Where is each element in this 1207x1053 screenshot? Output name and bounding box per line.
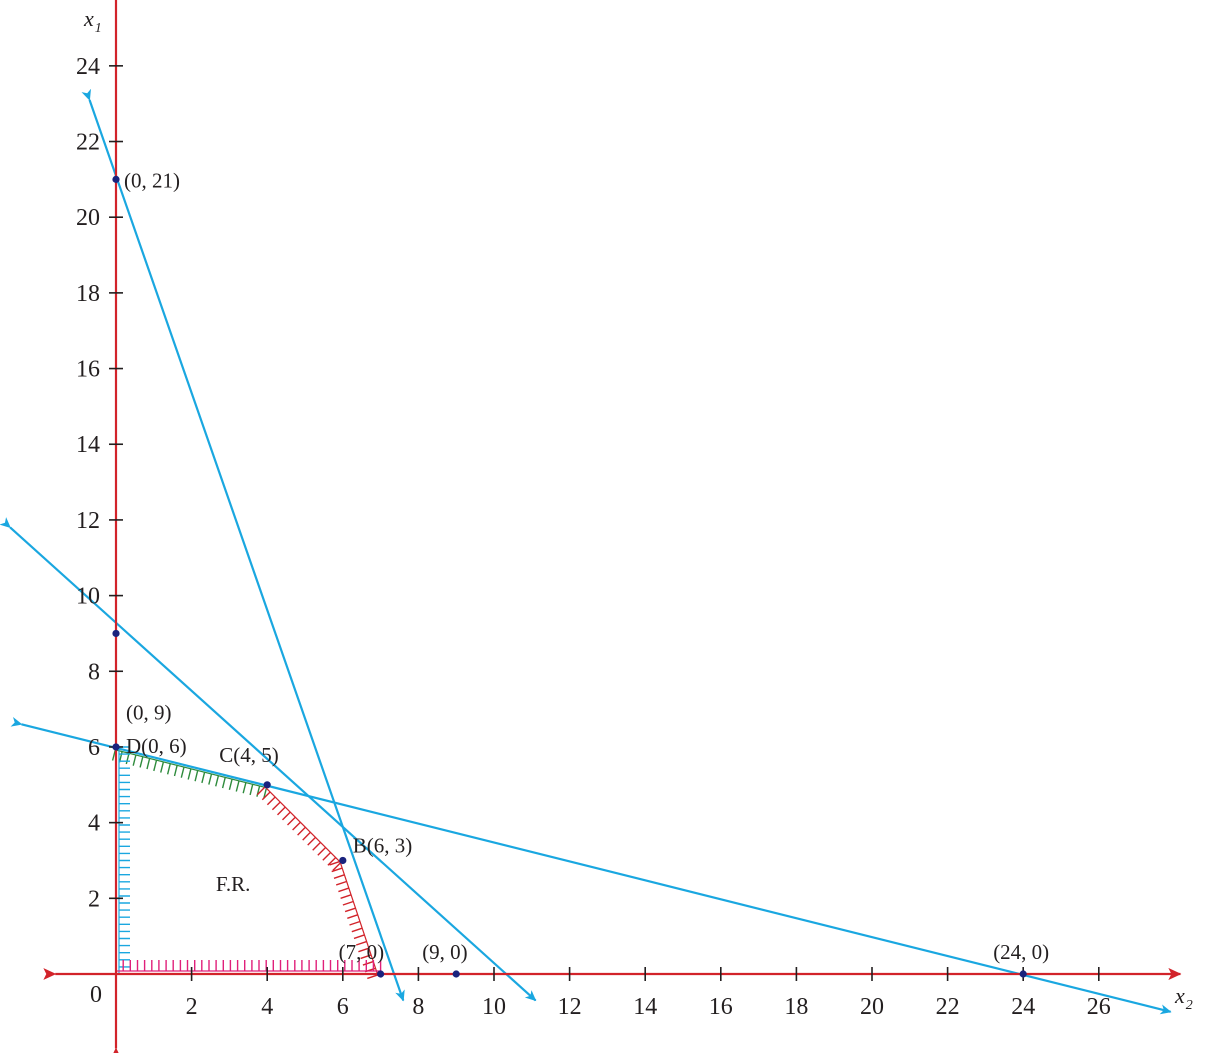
y-tick-label-8: 8: [88, 659, 100, 685]
axes: [43, 0, 1182, 1053]
corner-point-label-1: (0, 9): [126, 700, 172, 724]
y-axis-title-sub: 1: [95, 21, 102, 36]
y-axis-title-main: x: [83, 6, 94, 31]
x-tick-label-8: 8: [412, 994, 424, 1020]
y-tick-label-20: 20: [76, 205, 100, 231]
corner-point-4: [339, 856, 347, 865]
y-axis-title: x1: [83, 6, 102, 36]
corner-point-7: [1019, 970, 1027, 978]
y-tick-label-6: 6: [88, 735, 100, 761]
x-tick-label-16: 16: [709, 994, 733, 1020]
x-tick-label-24: 24: [1011, 994, 1035, 1020]
y-tick-label-14: 14: [76, 432, 100, 458]
constraint-line-1: [81, 88, 405, 1002]
tick-marks: 2 4 6 8 10 12 14 16 18 20 22 24 26246810121416182022…: [76, 54, 1111, 1020]
x-tick-label-4: 4: [261, 994, 273, 1020]
x-tick-label-20: 20: [860, 994, 884, 1020]
x-tick-label-10: 10: [482, 994, 506, 1020]
corner-point-1: [112, 629, 120, 638]
constraint-lines: [0, 88, 1172, 1015]
x-axis-title-sub: 2: [1186, 998, 1193, 1013]
corner-point-label-2: D(0, 6): [126, 734, 187, 758]
corner-point-2: [112, 743, 120, 751]
x-axis-title-main: x: [1174, 983, 1185, 1008]
y-tick-label-16: 16: [76, 357, 100, 383]
y-tick-label-10: 10: [76, 584, 100, 610]
corner-points: (0, 21) (0, 9) D(0, 6) C(4, 5) B(6, 3) (7, 0)…: [112, 168, 1049, 978]
region-hatch-1: [256, 786, 342, 871]
corner-point-label-4: B(6, 3): [353, 833, 413, 857]
x-tick-label-6: 6: [337, 994, 349, 1020]
x-tick-label-18: 18: [784, 994, 808, 1020]
corner-point-label-3: C(4, 5): [219, 743, 279, 767]
corner-point-5: [377, 970, 385, 978]
y-tick-label-18: 18: [76, 281, 100, 307]
constraint-line-3: [10, 716, 1172, 1015]
corner-point-3: [263, 781, 271, 789]
x-axis-title: x2: [1174, 983, 1193, 1013]
corner-point-label-7: (24, 0): [993, 940, 1049, 964]
x-tick-label-12: 12: [558, 994, 582, 1020]
corner-point-6: [452, 970, 460, 978]
y-tick-label-2: 2: [88, 886, 100, 912]
y-tick-label-4: 4: [88, 811, 100, 837]
x-tick-label-2: 2: [186, 994, 198, 1020]
corner-point-label-6: (9, 0): [422, 940, 468, 964]
y-tick-label-22: 22: [76, 130, 100, 156]
x-tick-label-22: 22: [936, 994, 960, 1020]
feasible-region-label: F.R.: [216, 872, 251, 896]
corner-point-label-5: (7, 0): [339, 940, 385, 964]
y-tick-label-24: 24: [76, 54, 100, 80]
region-edge-1: [264, 786, 342, 864]
x-tick-label-26: 26: [1087, 994, 1111, 1020]
origin-label: 0: [90, 982, 102, 1008]
y-tick-label-12: 12: [76, 508, 100, 534]
corner-point-0: [112, 175, 120, 183]
x-tick-label-14: 14: [633, 994, 657, 1020]
region-hatch-3: [119, 746, 130, 975]
corner-point-label-0: (0, 21): [124, 168, 180, 192]
